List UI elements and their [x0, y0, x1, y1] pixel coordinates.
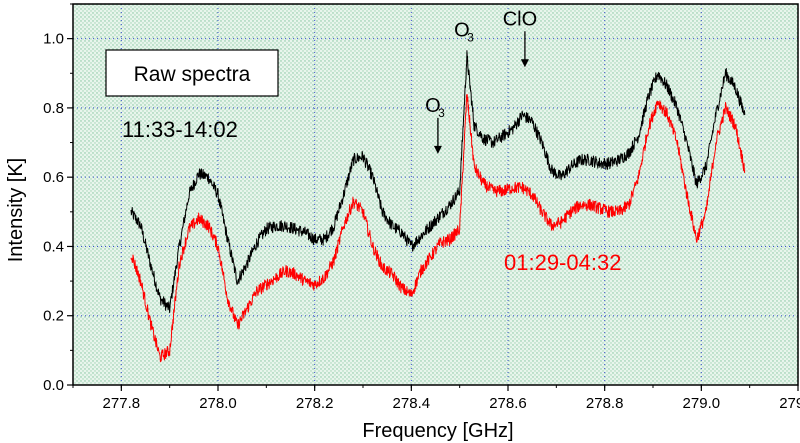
- y-tick-label: 0.6: [43, 169, 64, 186]
- annotation-arrowhead: [520, 59, 529, 68]
- legend-box-label: Raw spectra: [134, 63, 251, 86]
- x-tick-label: 279.0: [683, 395, 721, 412]
- plot-frame: [72, 3, 799, 386]
- x-axis-label: Frequency [GHz]: [362, 420, 513, 442]
- y-tick-label: 0.4: [43, 238, 64, 255]
- ticks: 277.8 278.0 278.2 278.4 278.6 278.8 279.0 279.2…: [43, 3, 800, 412]
- x-tick-label: 278.2: [296, 395, 334, 412]
- annotation-subscript: 3: [467, 31, 474, 45]
- legend-box: Raw spectra: [105, 49, 279, 97]
- y-tick-label: 0.8: [43, 100, 64, 117]
- x-tick-label: 278.0: [199, 395, 237, 412]
- series-group: [130, 50, 746, 363]
- series-label-daytime: 11:33-14:02: [122, 117, 238, 142]
- annotation-subscript: 3: [438, 106, 445, 120]
- annotation-label: O: [425, 95, 441, 117]
- x-tick-label: 277.8: [103, 395, 141, 412]
- x-tick-label: 278.8: [586, 395, 624, 412]
- annotation-arrowhead: [433, 145, 442, 154]
- y-tick-label: 0.2: [43, 308, 64, 325]
- y-axis-label: Intensity [K]: [5, 158, 27, 263]
- x-tick-label: 279.2: [779, 395, 800, 412]
- series-line-0: [130, 50, 746, 314]
- series-label-nighttime: 01:29-04:32: [504, 250, 621, 275]
- x-tick-label: 278.4: [393, 395, 431, 412]
- annotation-label: O: [454, 20, 470, 42]
- x-tick-label: 278.6: [489, 395, 527, 412]
- annotation-label: ClO: [503, 8, 537, 30]
- y-tick-label: 1.0: [43, 31, 64, 48]
- y-tick-label: 0.0: [43, 377, 64, 394]
- series-line-1: [130, 94, 746, 363]
